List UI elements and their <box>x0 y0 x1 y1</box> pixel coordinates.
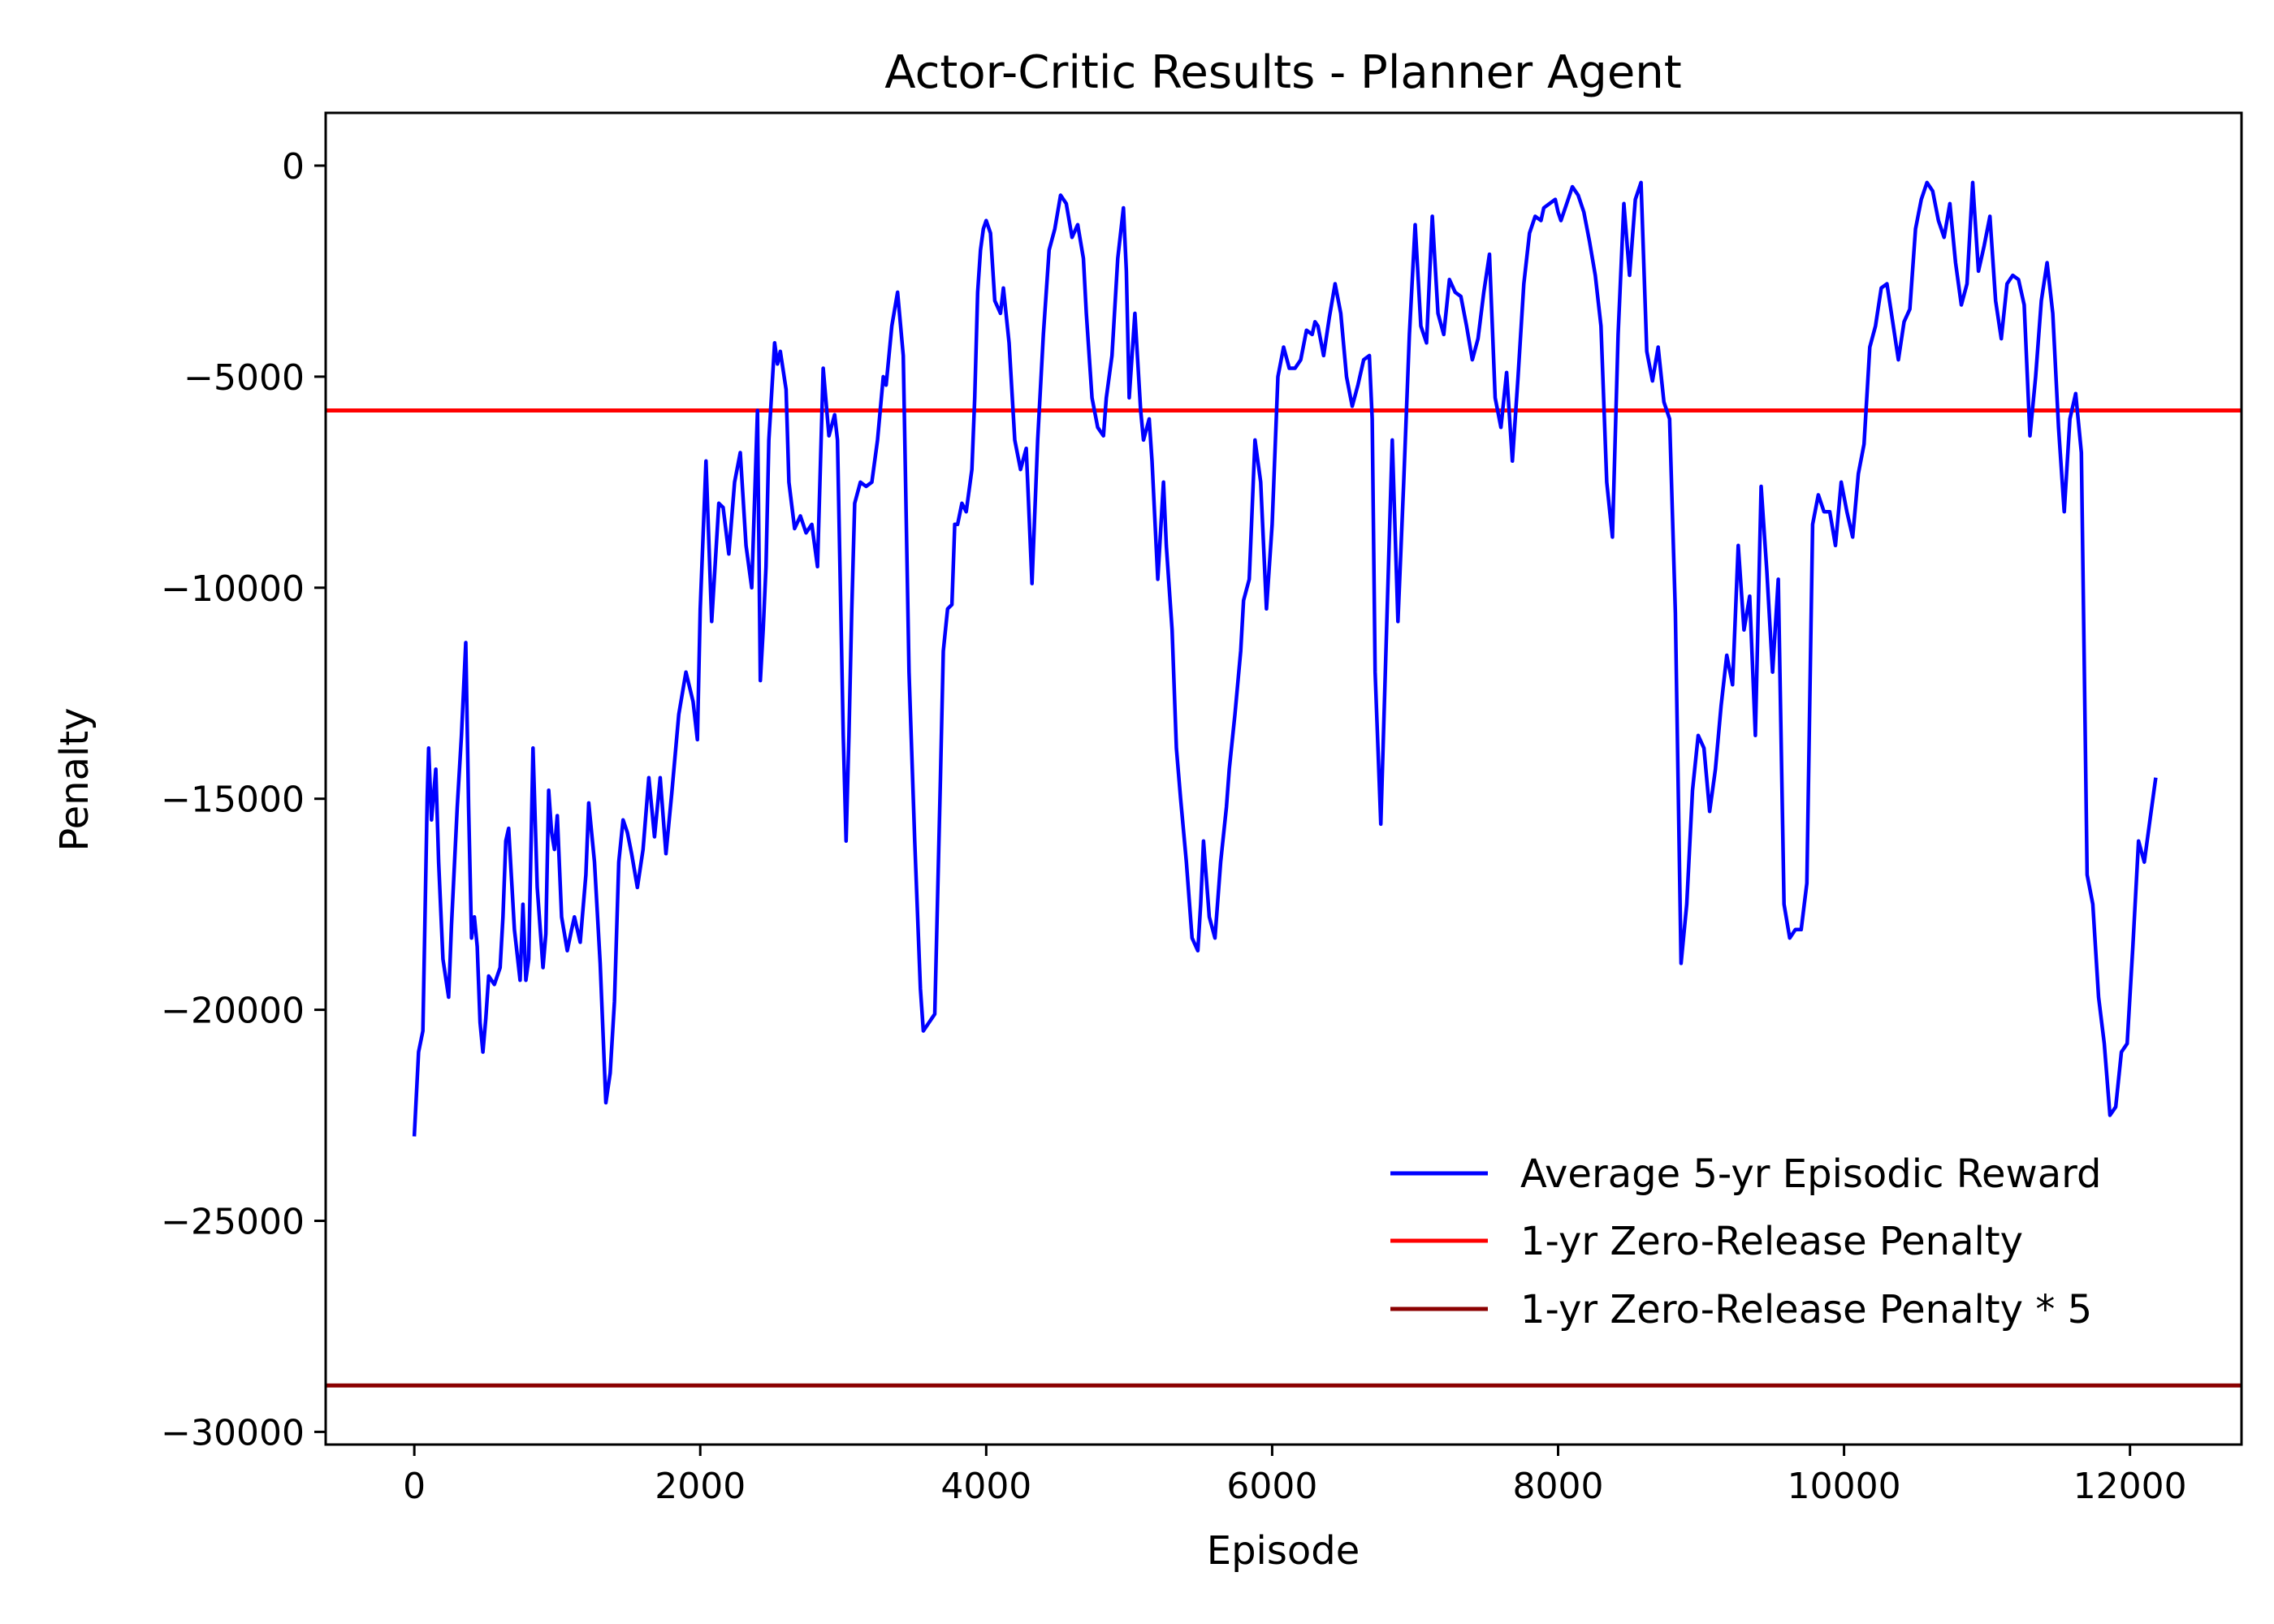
x-tick-label: 8000 <box>1513 1466 1604 1507</box>
x-tick-label: 0 <box>403 1466 426 1507</box>
x-axis: 0 2000 4000 6000 8000 10000 12000 <box>403 1445 2187 1507</box>
x-tick-label: 2000 <box>655 1466 746 1507</box>
y-tick-label: −10000 <box>161 568 305 610</box>
average-episodic-reward-line <box>412 180 2158 1137</box>
y-tick-label: −25000 <box>161 1202 305 1243</box>
y-tick-label: 0 <box>282 146 305 188</box>
y-axis-label: Penalty <box>52 707 97 851</box>
legend-label-reward: Average 5-yr Episodic Reward <box>1520 1151 2102 1197</box>
x-tick-label: 6000 <box>1226 1466 1317 1507</box>
legend-label-zero-release-x5: 1-yr Zero-Release Penalty * 5 <box>1520 1287 2092 1332</box>
y-tick-label: −5000 <box>184 357 305 399</box>
y-tick-label: −20000 <box>161 991 305 1032</box>
x-tick-label: 4000 <box>940 1466 1031 1507</box>
x-tick-label: 10000 <box>1788 1466 1901 1507</box>
y-tick-label: −15000 <box>161 780 305 821</box>
legend: Average 5-yr Episodic Reward 1-yr Zero-R… <box>1390 1151 2102 1332</box>
x-axis-label: Episode <box>1207 1528 1360 1574</box>
x-tick-label: 12000 <box>2073 1466 2187 1507</box>
y-axis: 0 −5000 −10000 −15000 −20000 −25000 −30000 <box>161 146 326 1453</box>
chart-title: Actor-Critic Results - Planner Agent <box>884 46 1681 99</box>
plot-frame <box>324 111 2243 1446</box>
plot-area <box>324 111 2243 1446</box>
legend-label-zero-release: 1-yr Zero-Release Penalty <box>1520 1219 2023 1264</box>
y-tick-label: −30000 <box>161 1412 305 1453</box>
